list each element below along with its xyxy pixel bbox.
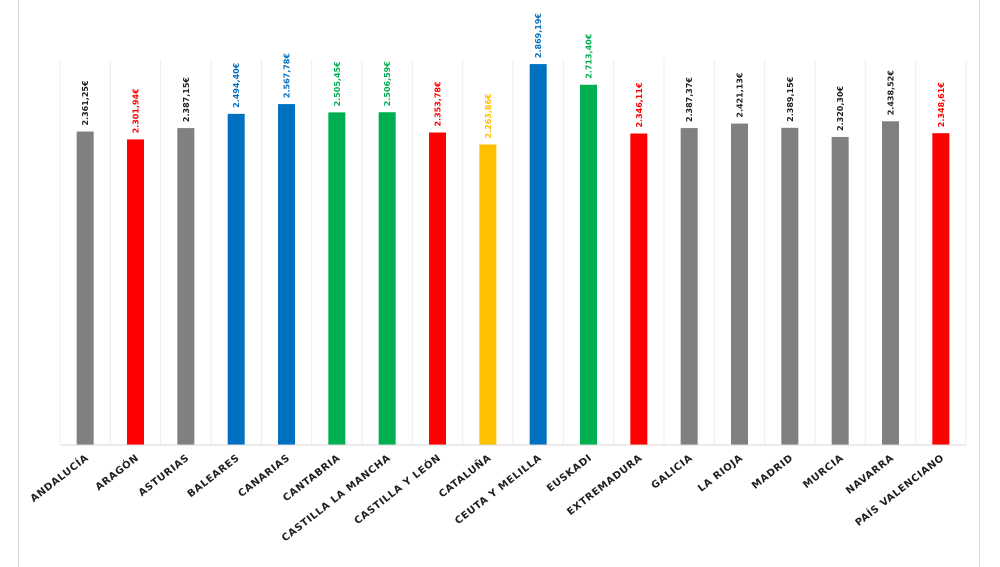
value-label: 2.506,59€ <box>383 61 392 106</box>
value-label: 2.713,40€ <box>585 33 594 78</box>
bars <box>76 64 950 446</box>
bar <box>227 113 245 445</box>
bar <box>781 127 799 446</box>
value-label: 2.361,25€ <box>81 80 90 125</box>
value-label: 2.353,78€ <box>434 81 443 126</box>
bar <box>529 64 547 445</box>
value-label: 2.301,94€ <box>132 88 141 133</box>
bar <box>127 139 144 445</box>
value-labels: 2.361,25€ 2.301,94€ 2.387,15€ 2.494,40€ 2.56… <box>81 13 946 139</box>
category-label: NAVARRA <box>844 453 896 497</box>
value-label: 2.348,61€ <box>937 82 946 127</box>
category-label: ANDALUCÍA <box>27 451 91 505</box>
category-label: ARAGÓN <box>92 451 141 493</box>
bar <box>278 104 295 445</box>
bar <box>680 128 698 446</box>
bar <box>882 121 899 446</box>
value-label: 2.387,37€ <box>685 77 694 122</box>
bar <box>479 144 497 445</box>
bar <box>831 136 849 445</box>
bar <box>630 133 648 445</box>
category-label: MADRID <box>750 453 796 492</box>
category-label: GALICIA <box>650 453 695 492</box>
bar <box>932 133 950 445</box>
category-separators <box>59 60 967 445</box>
value-label: 2.263,86€ <box>484 93 493 138</box>
value-label: 2.346,11€ <box>635 82 644 127</box>
value-label: 2.438,52€ <box>887 70 896 115</box>
value-label: 2.505,45€ <box>333 61 342 106</box>
category-label: CEUTA Y MELILLA <box>453 453 544 527</box>
category-label: CASTILLA Y LEÓN <box>351 451 443 527</box>
chart-frame <box>18 0 980 567</box>
bar <box>177 128 195 445</box>
value-label: 2.421,13€ <box>736 72 745 117</box>
value-label: 2.494,40€ <box>232 62 241 107</box>
bar <box>328 112 346 445</box>
category-label: PAÍS VALENCIANO <box>852 451 946 529</box>
category-label: ASTURIAS <box>137 453 192 499</box>
bar <box>378 112 396 445</box>
value-label: 2.387,15€ <box>182 77 191 122</box>
value-label: 2.869,19€ <box>534 13 543 58</box>
category-labels: ANDALUCÍA ARAGÓNASTURIASBALEARESCANARIASC… <box>27 451 946 544</box>
category-label: CASTILLA LA MANCHA <box>280 453 393 545</box>
bar <box>76 131 94 445</box>
category-label: EUSKADI <box>545 453 594 495</box>
value-label: 2.320,30€ <box>836 85 845 130</box>
bar <box>429 132 446 445</box>
bar <box>731 123 748 445</box>
category-label: BALEARES <box>186 453 242 500</box>
category-label: LA RIOJA <box>696 453 745 495</box>
category-label: MURCIA <box>801 453 846 491</box>
bar <box>580 84 597 445</box>
value-label: 2.389,15€ <box>786 76 795 121</box>
value-label: 2.567,78€ <box>283 53 292 98</box>
